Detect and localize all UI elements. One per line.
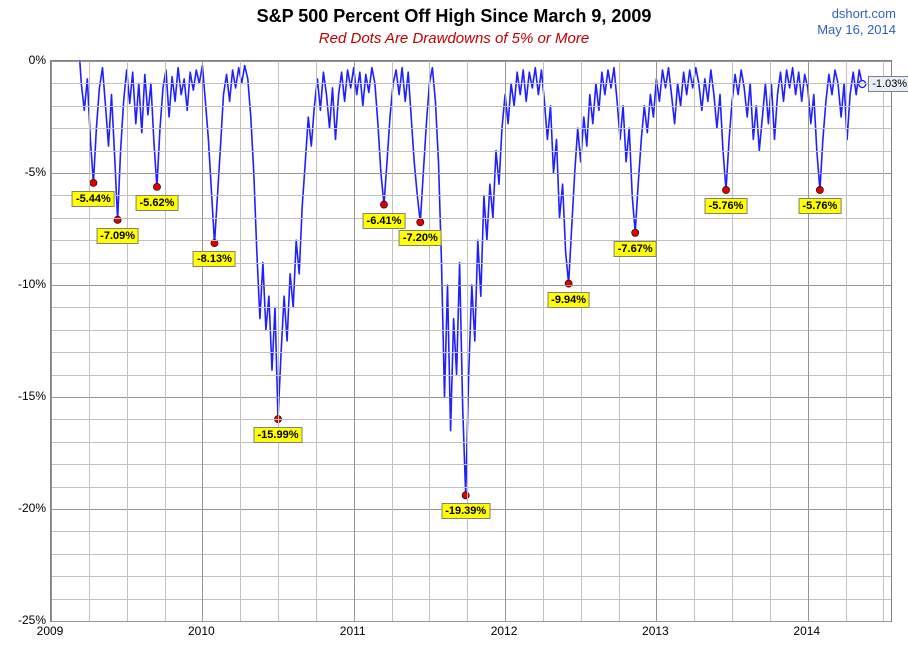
- chart-container: S&P 500 Percent Off High Since March 9, …: [0, 0, 908, 662]
- drawdown-dot: [816, 186, 823, 193]
- x-tick-label: 2012: [491, 624, 518, 638]
- last-point-label: -1.03%: [868, 76, 908, 92]
- y-tick-label: 0%: [4, 53, 46, 67]
- drawdown-label: -19.39%: [441, 503, 490, 519]
- x-tick-label: 2014: [793, 624, 820, 638]
- drawdown-label: -8.13%: [193, 251, 236, 267]
- drawdown-label: -15.99%: [254, 427, 303, 443]
- drawdown-dot: [462, 492, 469, 499]
- drawdown-label: -9.94%: [547, 292, 590, 308]
- drawdown-label: -7.20%: [399, 230, 442, 246]
- drawdown-label: -6.41%: [363, 213, 406, 229]
- plot-area: -5.44%-7.09%-5.62%-8.13%-15.99%-6.41%-7.…: [50, 60, 892, 622]
- y-tick-label: -20%: [4, 501, 46, 515]
- y-tick-label: -5%: [4, 165, 46, 179]
- drawdown-label: -5.44%: [72, 191, 115, 207]
- drawdown-dot: [153, 183, 160, 190]
- drawdown-dot: [90, 179, 97, 186]
- attribution-block: dshort.com May 16, 2014: [817, 6, 896, 39]
- attribution-site: dshort.com: [817, 6, 896, 22]
- drawdown-label: -5.76%: [798, 198, 841, 214]
- x-tick-label: 2009: [37, 624, 64, 638]
- drawdown-label: -7.09%: [96, 228, 139, 244]
- drawdown-dot: [417, 219, 424, 226]
- drawdown-dot: [565, 280, 572, 287]
- drawdown-label: -7.67%: [614, 241, 657, 257]
- x-tick-label: 2011: [340, 624, 366, 638]
- drawdown-dot: [632, 229, 639, 236]
- x-tick-label: 2013: [642, 624, 669, 638]
- chart-title: S&P 500 Percent Off High Since March 9, …: [0, 6, 908, 27]
- y-tick-label: -10%: [4, 277, 46, 291]
- y-tick-label: -15%: [4, 389, 46, 403]
- chart-subtitle: Red Dots Are Drawdowns of 5% or More: [0, 30, 908, 47]
- x-tick-label: 2010: [188, 624, 215, 638]
- drawdown-dot: [722, 186, 729, 193]
- attribution-date: May 16, 2014: [817, 22, 896, 38]
- drawdown-label: -5.62%: [136, 195, 179, 211]
- drawdown-dot: [380, 201, 387, 208]
- drawdown-series: [80, 61, 862, 495]
- drawdown-label: -5.76%: [705, 198, 748, 214]
- line-layer: [51, 61, 891, 621]
